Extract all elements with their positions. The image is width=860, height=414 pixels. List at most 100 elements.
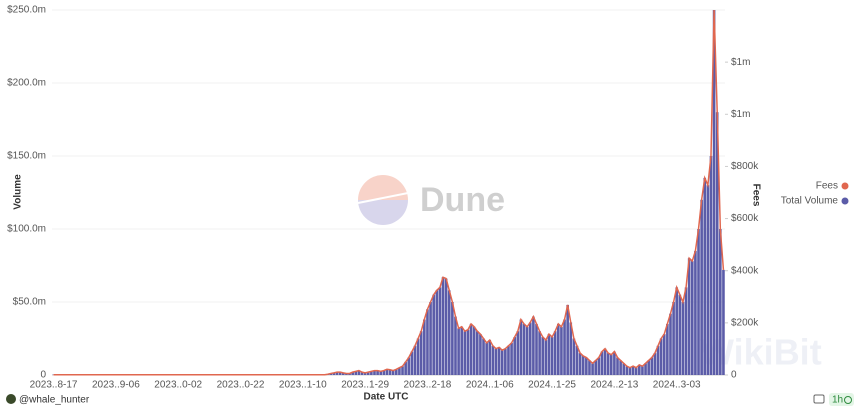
bar	[594, 360, 597, 375]
bar	[526, 327, 529, 375]
legend-label: Fees	[816, 181, 838, 192]
y2-tick-label: $200k	[731, 317, 759, 328]
bar	[604, 349, 607, 375]
y-tick-label: $250.0m	[7, 5, 46, 16]
bar	[697, 229, 700, 375]
refresh-text: 1h	[832, 395, 843, 406]
bar	[470, 324, 473, 375]
bar	[632, 366, 635, 375]
bar	[501, 350, 504, 375]
bar	[591, 363, 594, 375]
y2-axis-title: Fees	[750, 184, 761, 207]
bar	[691, 261, 694, 375]
bar	[482, 339, 485, 376]
bar	[619, 360, 622, 375]
bar	[675, 287, 678, 375]
bar	[669, 314, 672, 375]
bar	[454, 317, 457, 375]
bar	[401, 366, 404, 375]
x-tick-label: 2024..1-06	[466, 380, 514, 391]
bar	[445, 279, 448, 375]
bar	[426, 309, 429, 375]
x-tick-label: 2023..0-02	[154, 380, 202, 391]
bar	[703, 178, 706, 375]
bar	[573, 339, 576, 376]
bar	[448, 290, 451, 375]
bar	[417, 339, 420, 376]
bar	[513, 337, 516, 375]
y-tick-label: $150.0m	[7, 151, 46, 162]
bar	[688, 258, 691, 375]
y-tick-label: $100.0m	[7, 224, 46, 235]
bar	[473, 327, 476, 375]
dune-logo	[358, 175, 408, 225]
bar	[663, 334, 666, 375]
bar	[700, 200, 703, 375]
legend-label: Total Volume	[781, 196, 839, 207]
bar	[432, 295, 435, 375]
x-tick-label: 2024..3-03	[653, 380, 701, 391]
bar	[485, 343, 488, 375]
y-tick-label: $200.0m	[7, 78, 46, 89]
bar	[423, 320, 426, 375]
x-tick-label: 2024..2-13	[590, 380, 638, 391]
bar	[523, 324, 526, 375]
y2-tick-label: $400k	[731, 265, 759, 276]
avatar	[6, 394, 16, 404]
x-tick-label: 2023..0-22	[217, 380, 265, 391]
y2-tick-label: $800k	[731, 161, 759, 172]
bar	[411, 352, 414, 375]
bar	[545, 340, 548, 375]
bar	[694, 251, 697, 375]
y2-tick-label: 0	[731, 370, 737, 381]
bar	[516, 331, 519, 375]
bar	[510, 343, 513, 375]
bar	[650, 357, 653, 375]
bar	[498, 347, 501, 375]
bar	[457, 328, 460, 375]
bar	[504, 349, 507, 375]
x-tick-label: 2023..1-10	[279, 380, 327, 391]
bar	[598, 357, 601, 375]
bar	[660, 339, 663, 376]
bar	[488, 340, 491, 375]
bar	[579, 353, 582, 375]
bar	[654, 353, 657, 375]
bar	[442, 277, 445, 375]
bar	[451, 302, 454, 375]
y-axis-title: Volume	[13, 174, 24, 210]
bar	[722, 270, 725, 375]
bar	[679, 295, 682, 375]
bar	[532, 317, 535, 375]
bar	[710, 156, 713, 375]
bar	[560, 327, 563, 375]
bar	[520, 320, 523, 375]
bar	[610, 355, 613, 375]
footer-user[interactable]: @whale_hunter	[19, 395, 90, 406]
bar	[616, 357, 619, 375]
x-axis-title: Date UTC	[363, 392, 408, 403]
bar	[657, 346, 660, 375]
y2-tick-label: $1m	[731, 109, 750, 120]
bar	[626, 366, 629, 375]
bar	[672, 302, 675, 375]
bar	[641, 366, 644, 375]
bar	[576, 346, 579, 375]
bar	[476, 331, 479, 375]
y2-tick-label: $1m	[731, 57, 750, 68]
x-tick-label: 2023..1-29	[341, 380, 389, 391]
bar	[585, 357, 588, 375]
bar	[682, 302, 685, 375]
bar	[607, 353, 610, 375]
bar	[460, 327, 463, 375]
bar	[551, 337, 554, 375]
bar	[529, 322, 532, 375]
bar	[566, 305, 569, 375]
bar	[582, 356, 585, 375]
x-tick-label: 2023..8-17	[30, 380, 78, 391]
camera-icon[interactable]	[814, 395, 824, 403]
bar	[707, 185, 710, 375]
bar	[495, 349, 498, 375]
bar	[548, 334, 551, 375]
